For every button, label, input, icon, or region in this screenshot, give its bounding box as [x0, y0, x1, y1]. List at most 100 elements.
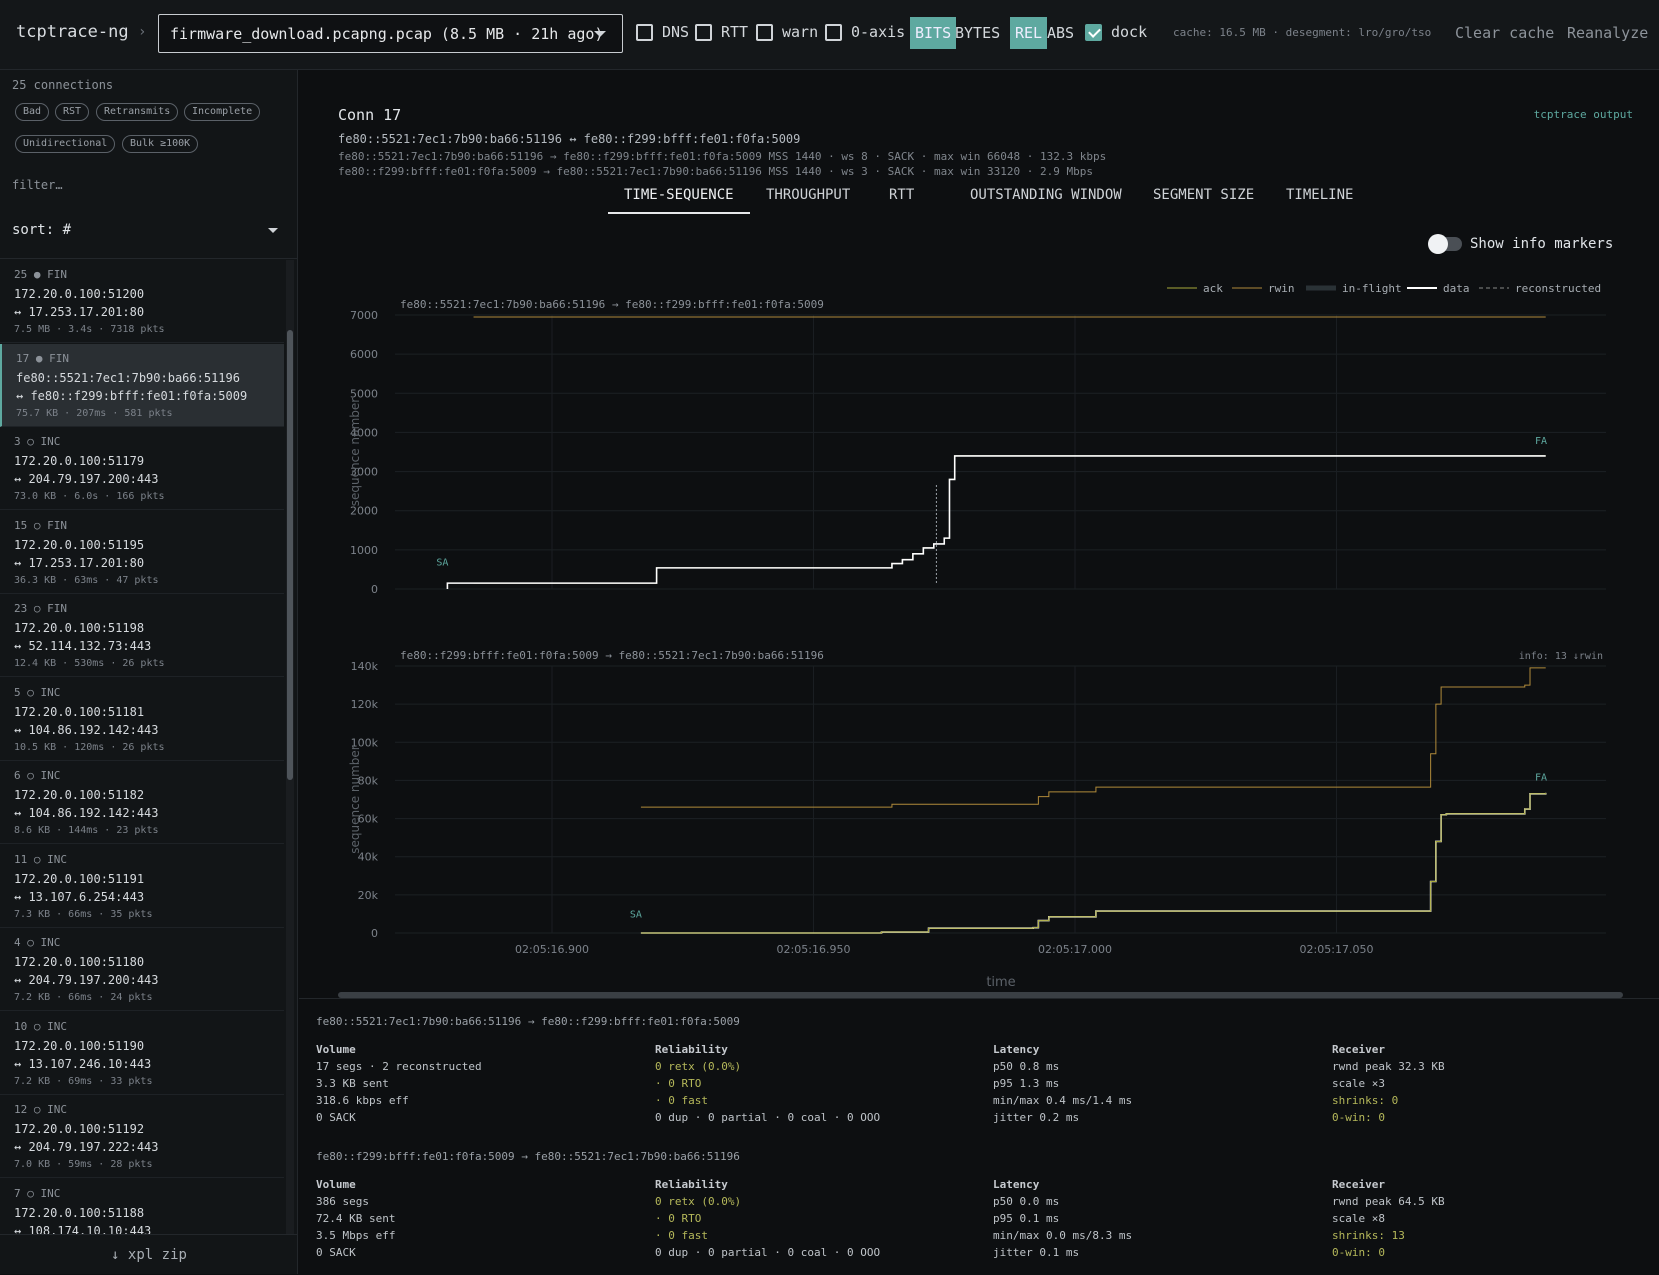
connection-count: 25 connections: [12, 78, 114, 92]
breadcrumb-chevron-icon: ›: [138, 24, 147, 40]
list-item[interactable]: 15 ○ FIN 172.20.0.100:51195 ↔ 17.253.17.20…: [0, 511, 284, 594]
list-item[interactable]: 25 ● FIN 172.20.0.100:51200 ↔ 17.253.17.20…: [0, 260, 284, 343]
list-item-a: 172.20.0.100:51179: [14, 454, 145, 468]
xpl-zip-button[interactable]: ↓ xpl zip: [0, 1234, 298, 1274]
scrollbar-thumb[interactable]: [287, 330, 293, 780]
list-item[interactable]: 17 ● FIN fe80::5521:7ec1:7b90:ba66:51196 ↔…: [0, 343, 284, 427]
stats-line: 318.6 kbps eff: [316, 1094, 409, 1107]
filter-chip-bad[interactable]: Bad: [15, 103, 50, 121]
main-panel: Conn 17 tcptrace output fe80::5521:7ec1:…: [299, 70, 1659, 1274]
list-item-a: 172.20.0.100:51198: [14, 621, 145, 635]
dock-checkbox[interactable]: dock: [1085, 23, 1147, 41]
stats-line: p95 0.1 ms: [993, 1212, 1060, 1225]
tab-time-sequence[interactable]: TIME-SEQUENCE: [608, 182, 750, 214]
dns-checkbox[interactable]: DNS: [636, 23, 689, 41]
tab-throughput[interactable]: THROUGHPUT: [766, 187, 851, 203]
checkbox-icon: [825, 23, 842, 41]
y-tick-label: 2000: [350, 505, 378, 518]
list-item[interactable]: 7 ○ INC 172.20.0.100:51188 ↔ 108.174.10.10…: [0, 1179, 284, 1235]
legend-label: rwin: [1268, 282, 1295, 295]
app-title: tcptrace-ng: [16, 22, 129, 42]
checkbox-icon: [695, 23, 712, 41]
tab-rtt[interactable]: RTT: [889, 187, 915, 203]
rel-toggle[interactable]: REL: [1010, 17, 1048, 49]
stats-line: · 0 RTO: [655, 1077, 702, 1090]
stats-latency: Latency p50 0.0 ms p95 0.1 ms min/max 0.0 m…: [993, 1178, 1313, 1259]
stats-line: p50 0.0 ms: [993, 1195, 1060, 1208]
list-item-hdr: 3 ○ INC: [14, 435, 61, 448]
series-rwin-line: [640, 667, 1546, 808]
file-select[interactable]: firmware_download.pcapng.pcap (8.5 MB · …: [158, 14, 623, 53]
list-item-a: 172.20.0.100:51191: [14, 871, 145, 886]
filter-chip-retransmits[interactable]: Retransmits: [96, 103, 179, 121]
warn-checkbox[interactable]: warn: [756, 23, 818, 41]
stats-line: 0-win: 0: [1332, 1111, 1385, 1124]
chevron-down-icon: [268, 228, 278, 233]
stats-line: rwnd peak 32.3 KB: [1332, 1060, 1445, 1073]
bits-toggle[interactable]: BITS: [910, 17, 957, 49]
y-tick-label: 0: [371, 583, 378, 596]
list-item[interactable]: 10 ○ INC 172.20.0.100:51190 ↔ 13.107.246.1…: [0, 1012, 284, 1095]
list-item-b: ↔ 204.79.197.200:443: [14, 973, 159, 987]
abs-toggle[interactable]: ABS: [1047, 24, 1075, 42]
filter-chip-bulk[interactable]: Bulk ≥100K: [122, 135, 199, 153]
stats-header: Reliability: [655, 1043, 728, 1056]
reanalyze-button[interactable]: Reanalyze: [1567, 24, 1649, 42]
list-item-b: ↔ 17.253.17.201:80: [14, 305, 145, 319]
list-item-b: ↔ 104.86.192.142:443: [14, 806, 159, 820]
list-item-a: 172.20.0.100:51182: [14, 788, 145, 802]
filter-chip-rst[interactable]: RST: [55, 103, 90, 121]
rtt-checkbox[interactable]: RTT: [695, 23, 748, 41]
bytes-toggle[interactable]: BYTES: [955, 24, 1001, 42]
list-item[interactable]: 4 ○ INC 172.20.0.100:51180 ↔ 204.79.197.20…: [0, 928, 284, 1011]
stats-line: jitter 0.2 ms: [993, 1111, 1080, 1124]
zero-axis-checkbox[interactable]: 0-axis: [825, 23, 905, 41]
filter-input[interactable]: filter…: [12, 178, 63, 192]
filter-chip-incomplete[interactable]: Incomplete: [184, 103, 261, 121]
list-item-m: 7.3 KB · 66ms · 35 pkts: [14, 908, 153, 920]
time-sequence-chart[interactable]: ack rwin in-flight data reconstructed 0 1000 20…: [299, 70, 1659, 990]
sort-select[interactable]: sort: #: [12, 222, 72, 238]
stats-line: · 0 fast: [655, 1229, 708, 1242]
stats-line: scale ×8: [1332, 1212, 1385, 1225]
stats-line: 0 retx (0.0%): [655, 1060, 742, 1073]
horizontal-scrollbar[interactable]: [338, 992, 1623, 998]
warn-label: warn: [782, 23, 819, 41]
y-tick-label: 120k: [351, 698, 379, 711]
stats-line: 3.5 Mbps eff: [316, 1229, 396, 1242]
list-item[interactable]: 12 ○ INC 172.20.0.100:51192 ↔ 204.79.197.2…: [0, 1095, 284, 1178]
tab-outstanding-window[interactable]: OUTSTANDING WINDOW: [970, 187, 1122, 203]
zero-axis-label: 0-axis: [851, 23, 906, 41]
stats-line: shrinks: 13: [1332, 1229, 1405, 1242]
stats-line: 0 retx (0.0%): [655, 1195, 742, 1208]
list-item[interactable]: 6 ○ INC 172.20.0.100:51182 ↔ 104.86.192.14…: [0, 761, 284, 844]
tab-segment-size[interactable]: SEGMENT SIZE: [1153, 187, 1255, 203]
stats-header: Volume: [316, 1043, 356, 1056]
scrollbar[interactable]: [286, 260, 294, 1234]
stats-header: Latency: [993, 1178, 1040, 1191]
filter-chip-unidirectional[interactable]: Unidirectional: [15, 135, 116, 153]
stats-receiver: Receiver rwnd peak 64.5 KB scale ×8 shrinks…: [1332, 1178, 1652, 1259]
list-item[interactable]: 23 ○ FIN 172.20.0.100:51198 ↔ 52.114.132.7…: [0, 594, 284, 677]
tcptrace-output-link[interactable]: tcptrace output: [1533, 108, 1633, 121]
list-item[interactable]: 11 ○ INC 172.20.0.100:51191 ↔ 13.107.6.254…: [0, 845, 284, 928]
direction-summary-2: fe80::f299:bfff:fe01:f0fa:5009 → fe80::5…: [338, 165, 1093, 178]
list-item-hdr: 4 ○ INC: [14, 936, 61, 949]
legend-label: data: [1443, 282, 1470, 295]
divider: [0, 258, 298, 259]
stats-line: 0 dup · 0 partial · 0 coal · 0 OOO: [655, 1111, 881, 1124]
clear-cache-button[interactable]: Clear cache: [1455, 24, 1555, 42]
y-tick-label: 20k: [358, 889, 379, 902]
stats-reliability: Reliability 0 retx (0.0%) · 0 RTO · 0 fast 0…: [655, 1043, 975, 1124]
list-item[interactable]: 3 ○ INC 172.20.0.100:51179 ↔ 204.79.197.20…: [0, 427, 284, 510]
stats-line: 0 dup · 0 partial · 0 coal · 0 OOO: [655, 1246, 881, 1259]
legend-label: ack: [1203, 282, 1223, 295]
stats-line: rwnd peak 64.5 KB: [1332, 1195, 1445, 1208]
y-tick-label: 3000: [350, 466, 378, 479]
syn-ack-marker: SA: [630, 910, 642, 921]
list-item[interactable]: 5 ○ INC 172.20.0.100:51181 ↔ 104.86.192.14…: [0, 678, 284, 761]
tab-timeline[interactable]: TIMELINE: [1286, 187, 1354, 203]
info-markers-toggle[interactable]: [1428, 234, 1462, 254]
connection-pair: fe80::5521:7ec1:7b90:ba66:51196 ↔ fe80::…: [338, 132, 801, 146]
info-count: info: 13 ↓rwin: [1519, 651, 1603, 662]
